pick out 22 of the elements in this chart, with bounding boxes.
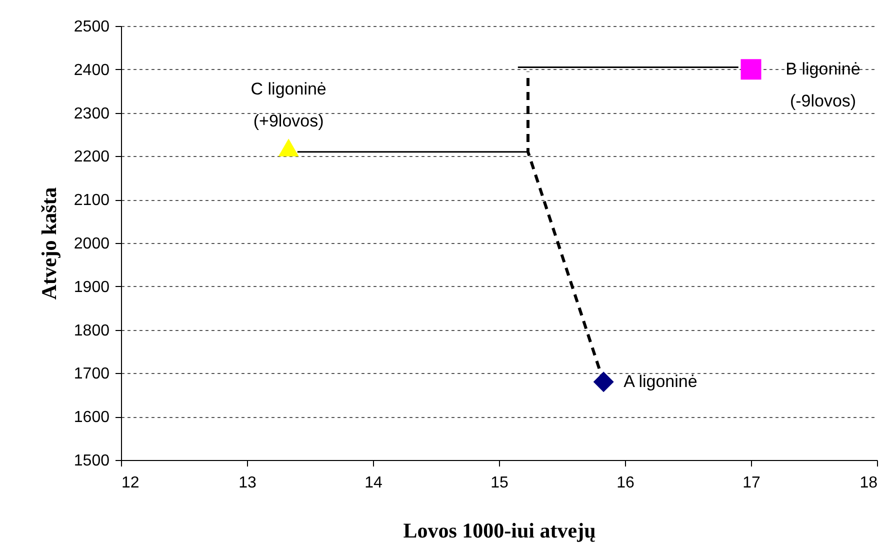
- x-axis-title: Lovos 1000-iui atvejų: [403, 518, 596, 542]
- y-tick-label: 1900: [74, 278, 110, 296]
- x-tick-label: 15: [490, 474, 508, 492]
- y-tick-label: 2200: [74, 148, 110, 166]
- annotation: A ligoninė: [624, 372, 698, 391]
- x-tick-label: 12: [122, 474, 140, 492]
- y-axis-title: Atvejo kašta: [36, 186, 61, 300]
- x-tick-label: 13: [238, 474, 256, 492]
- x-tick-label: 16: [616, 474, 634, 492]
- y-tick-label: 1600: [74, 409, 110, 426]
- annotation: C ligoninė (+9lovos): [250, 80, 326, 131]
- y-tick-label: 2100: [74, 192, 110, 210]
- y-tick-label: 2500: [74, 18, 110, 36]
- x-tick-label: 17: [742, 474, 760, 492]
- y-tick-label: 1700: [74, 366, 110, 383]
- y-tick-label: 2300: [74, 105, 110, 122]
- x-tick-label: 18: [860, 474, 878, 492]
- x-tick-label: 14: [364, 474, 382, 492]
- y-tick-label: 2400: [74, 62, 110, 79]
- y-tick-label: 2000: [74, 236, 110, 252]
- y-tick-label: 1500: [74, 452, 110, 470]
- y-tick-label: 1800: [74, 322, 110, 340]
